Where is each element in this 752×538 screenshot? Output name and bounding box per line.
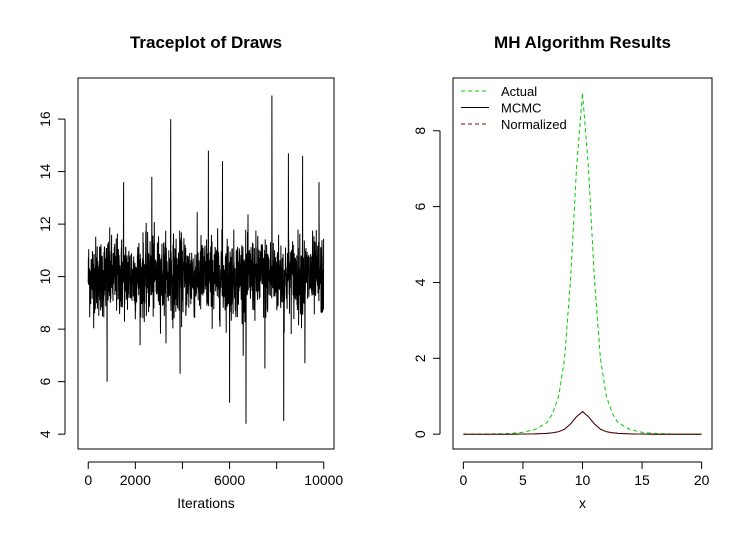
y-tick-label: 8 (37, 325, 53, 333)
legend-label: MCMC (501, 101, 541, 116)
traceplot-panel: Traceplot of Draws 0 2000 6000 10000 Iteratio… (37, 33, 343, 511)
series-line-normalized (463, 410, 702, 435)
y-tick-label: 10 (37, 269, 53, 285)
y-tick-label: 16 (37, 111, 53, 127)
series-line-mcmc (463, 411, 702, 435)
y-tick-label: 14 (37, 164, 53, 180)
chart-title: Traceplot of Draws (130, 33, 282, 52)
legend-label: Normalized (501, 117, 567, 132)
plot-frame (77, 77, 335, 450)
x-tick-label: 10 (575, 472, 591, 488)
x-tick-label: 6000 (214, 472, 245, 488)
y-tick-label: 12 (37, 216, 53, 232)
x-tick-label: 20 (694, 472, 710, 488)
trace-series-line (87, 95, 325, 424)
y-tick-label: 4 (37, 430, 53, 438)
x-tick-label: 0 (84, 472, 92, 488)
y-tick-label: 8 (412, 127, 428, 135)
mh-results-panel: MH Algorithm Results 0 5 10 15 20 x 0 2 4 6 8 Actual… (412, 33, 713, 511)
x-tick-label: 0 (459, 472, 467, 488)
x-tick-label: 15 (634, 472, 650, 488)
legend-label: Actual (501, 84, 537, 99)
x-axis-label: Iterations (177, 495, 235, 511)
x-tick-label: 2000 (120, 472, 151, 488)
y-tick-label: 4 (412, 278, 428, 286)
series-line-actual (463, 92, 702, 435)
y-tick-label: 2 (412, 354, 428, 362)
x-axis-label: x (579, 495, 586, 511)
y-tick-label: 6 (412, 203, 428, 211)
x-tick-label: 10000 (304, 472, 343, 488)
y-tick-label: 0 (412, 430, 428, 438)
x-tick-label: 5 (519, 472, 527, 488)
plot-frame (452, 77, 713, 450)
chart-title: MH Algorithm Results (494, 33, 671, 52)
y-tick-label: 6 (37, 378, 53, 386)
